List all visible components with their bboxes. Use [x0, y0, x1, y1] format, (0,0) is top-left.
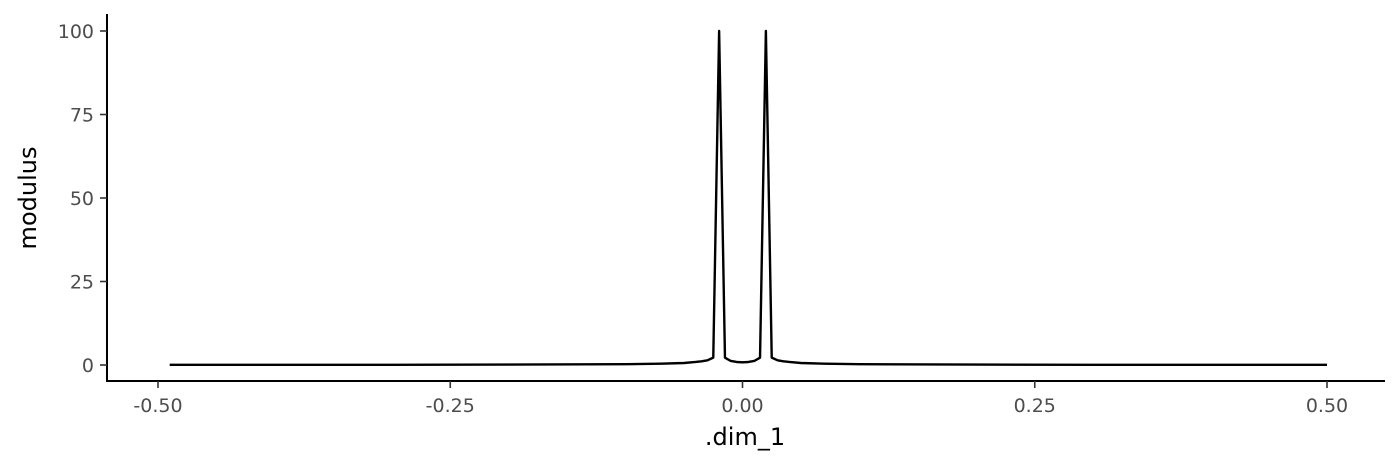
x-tick-label: 0.00 — [721, 395, 763, 417]
x-tick-label: -0.50 — [133, 395, 182, 417]
y-tick-label: 0 — [82, 355, 94, 377]
y-axis-title: modulus — [14, 147, 42, 250]
y-tick-label: 25 — [70, 272, 94, 294]
plot-area — [169, 29, 1328, 367]
y-tick-label: 100 — [58, 21, 94, 43]
y-tick-label: 75 — [70, 105, 94, 127]
axes: -0.50 -0.25 0.00 0.25 0.50 0 25 50 75 100 — [58, 14, 1385, 417]
x-tick-label: -0.25 — [426, 395, 475, 417]
x-tick-label: 0.25 — [1014, 395, 1056, 417]
x-axis-title: .dim_1 — [705, 423, 785, 451]
x-tick-label: 0.50 — [1306, 395, 1348, 417]
y-tick-label: 50 — [70, 188, 94, 210]
series-line-0 — [169, 29, 1328, 367]
